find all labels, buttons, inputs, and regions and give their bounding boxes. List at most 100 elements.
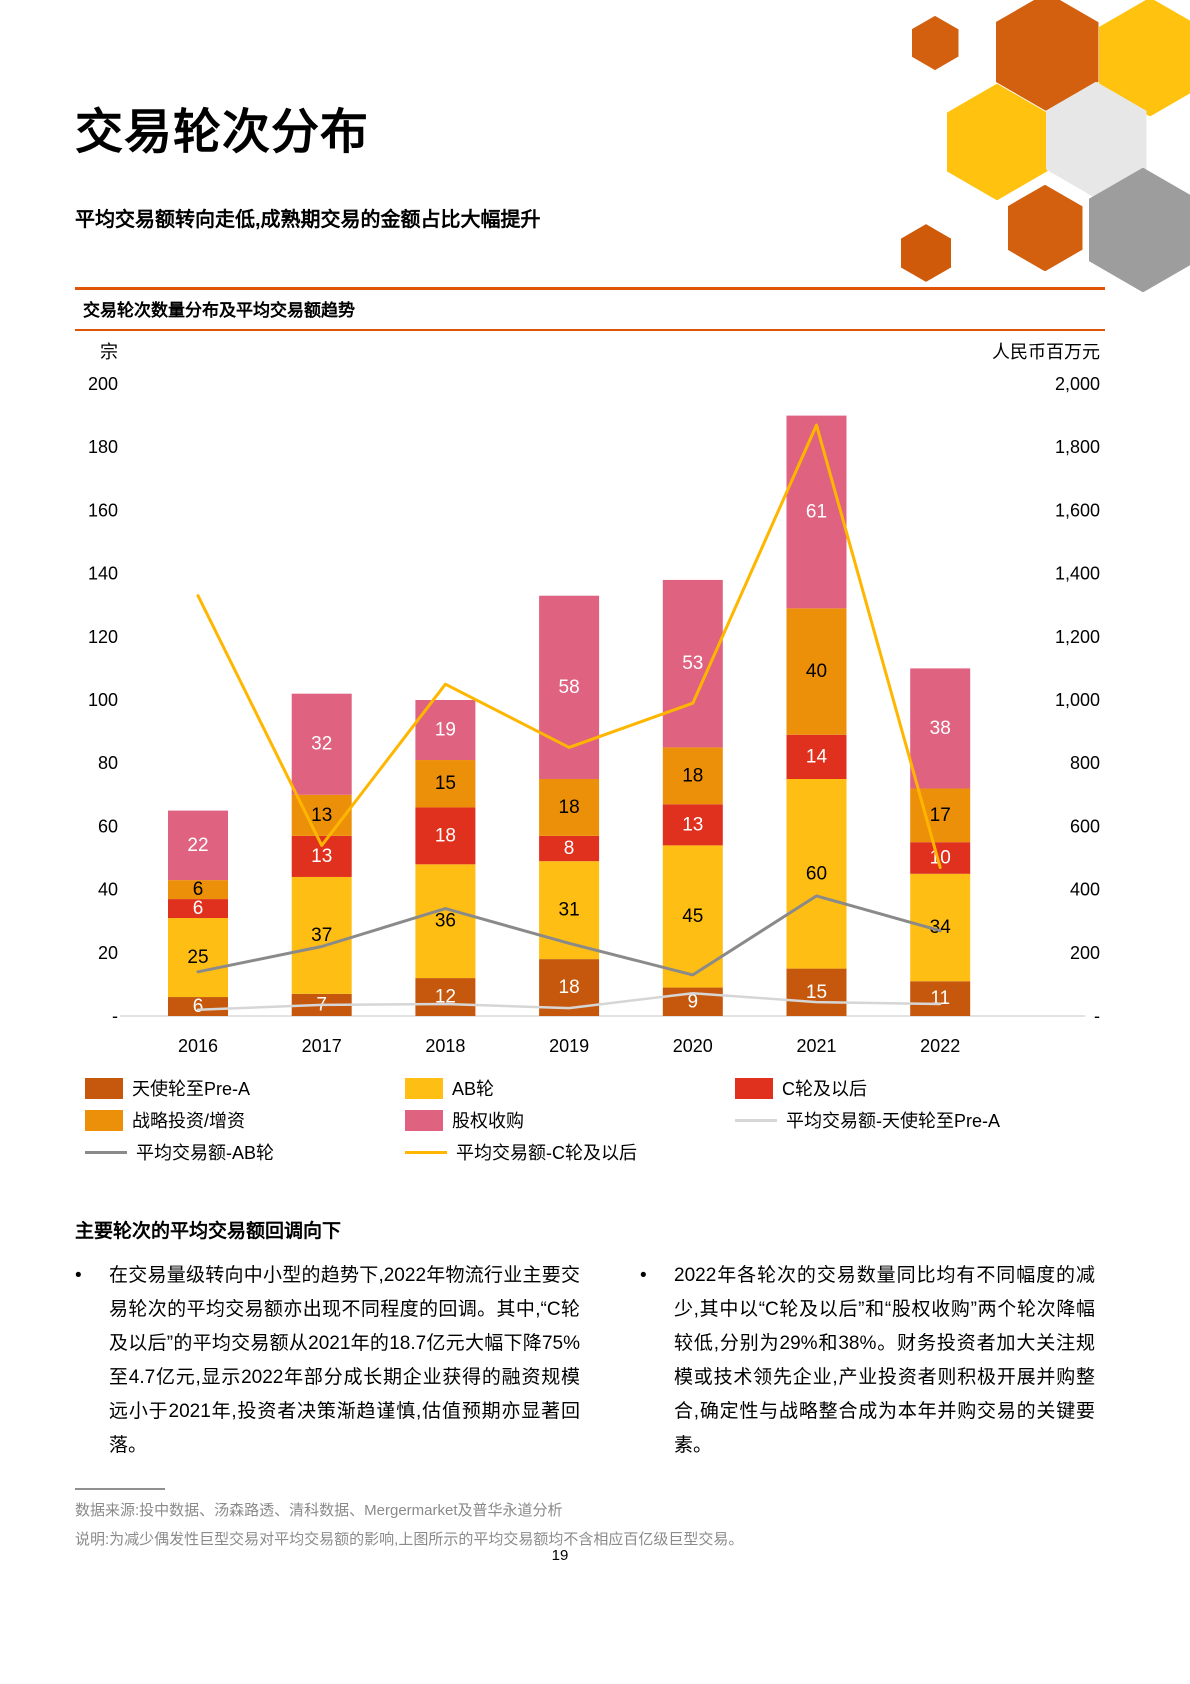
bar-segment — [168, 880, 228, 900]
hexagon-icon — [901, 224, 951, 282]
legend-swatch — [405, 1077, 443, 1099]
bar-value-label: 6 — [193, 898, 204, 919]
y-tick-label-left: 120 — [88, 627, 118, 647]
bar-segment — [910, 668, 971, 789]
bar-value-label: 36 — [435, 911, 456, 932]
bar-segment — [168, 810, 228, 881]
x-axis-label: 2020 — [673, 1036, 713, 1056]
legend-item: 平均交易额-AB轮 — [85, 1136, 405, 1168]
legend-item: 天使轮至Pre-A — [85, 1072, 405, 1104]
hexagon-icon — [946, 83, 1048, 201]
legend-label: 天使轮至Pre-A — [132, 1079, 251, 1099]
y-tick-label-left: 100 — [88, 690, 118, 710]
bar-segment — [786, 779, 847, 969]
legend-swatch — [85, 1109, 123, 1131]
legend-item: 股权收购 — [405, 1104, 735, 1136]
bar-segment — [786, 415, 847, 609]
bar-segment — [168, 997, 228, 1016]
footer-divider — [75, 1488, 165, 1490]
x-axis-label: 2016 — [178, 1036, 218, 1056]
bar-segment — [415, 978, 476, 1016]
chart-legend: 天使轮至Pre-A AB轮 C轮及以后战略投资/增资 股权收购 平均交易额-天使轮至Pr… — [75, 1072, 1115, 1168]
legend-label: 平均交易额-AB轮 — [136, 1143, 275, 1163]
y-tick-label-left: 60 — [98, 816, 118, 836]
legend-label: C轮及以后 — [782, 1079, 867, 1099]
y-tick-label-right: 1,800 — [1055, 437, 1100, 457]
bar-value-label: 22 — [187, 835, 208, 856]
bar-value-label: 9 — [688, 991, 699, 1012]
hexagon-icon — [1007, 184, 1083, 272]
footer-notes: 数据来源:投中数据、汤森路透、清科数据、Mergermarket及普华永道分析 … — [75, 1496, 1115, 1554]
bar-value-label: 11 — [930, 988, 950, 1009]
hexagon-icon — [911, 15, 959, 71]
footer-source: 数据来源:投中数据、汤森路透、清科数据、Mergermarket及普华永道分析 — [75, 1502, 563, 1519]
y-tick-label-right: 1,400 — [1055, 564, 1100, 584]
hexagon-icon — [946, 83, 1048, 201]
y-tick-label-right: 800 — [1070, 753, 1100, 773]
bar-value-label: 15 — [806, 982, 827, 1003]
bar-value-label: 25 — [187, 947, 208, 968]
bar-segment — [662, 804, 723, 846]
avg-line — [196, 991, 942, 1011]
y-tick-label-left: 180 — [88, 437, 118, 457]
bullet-item: • 在交易量级转向中小型的趋势下,2022年物流行业主要交易轮次的平均交易额亦出… — [75, 1259, 580, 1463]
page-number: 19 — [551, 1547, 569, 1564]
legend-line-swatch — [735, 1118, 777, 1122]
hexagon-icon — [901, 224, 951, 282]
legend-swatch — [735, 1077, 773, 1099]
bar-value-label: 38 — [930, 718, 951, 739]
bullet-item: • 2022年各轮次的交易数量同比均有不同幅度的减少,其中以“C轮及以后”和“股… — [640, 1259, 1095, 1463]
y-tick-label-right: 1,600 — [1055, 500, 1100, 520]
bar-value-label: 15 — [435, 773, 456, 794]
legend-item: 战略投资/增资 — [85, 1104, 405, 1136]
legend-label: 平均交易额-天使轮至Pre-A — [786, 1111, 1001, 1131]
bar-value-label: 45 — [682, 906, 703, 927]
bar-segment — [786, 968, 847, 1016]
bar-value-label: 18 — [682, 765, 703, 786]
y-tick-label-left: 140 — [88, 564, 118, 584]
bar-value-label: 6 — [193, 996, 204, 1017]
legend-swatch — [405, 1109, 443, 1131]
legend-swatch — [85, 1077, 123, 1099]
footer-note: 说明:为减少偶发性巨型交易对平均交易额的影响,上图所示的平均交易额均不含相应百亿… — [75, 1531, 744, 1548]
bar-value-label: 13 — [682, 814, 703, 835]
bar-segment — [291, 794, 352, 836]
bar-value-label: 34 — [930, 917, 952, 938]
bar-value-label: 8 — [564, 838, 575, 859]
hexagon-icon — [1007, 184, 1083, 272]
avg-line — [196, 894, 942, 977]
page-title: 交易轮次分布 — [75, 106, 370, 159]
y-tick-label-left: 80 — [98, 753, 118, 773]
bar-value-label: 14 — [806, 746, 828, 767]
bar-value-label: 19 — [435, 720, 456, 741]
y-tick-label-right: - — [1094, 1006, 1100, 1026]
legend-label: 平均交易额-C轮及以后 — [456, 1143, 637, 1163]
y-tick-label-right: 1,000 — [1055, 690, 1100, 710]
bar-value-label: 60 — [806, 863, 827, 884]
legend-label: AB轮 — [452, 1079, 495, 1099]
hexagon-icon — [911, 15, 959, 71]
bar-segment — [910, 981, 971, 1016]
hexagon-icon — [1089, 167, 1190, 293]
bar-segment — [662, 579, 723, 748]
y-tick-label-right: 200 — [1070, 943, 1100, 963]
bar-value-label: 12 — [435, 987, 456, 1008]
bar-value-label: 13 — [311, 846, 332, 867]
y-tick-label-left: 160 — [88, 500, 118, 520]
bar-value-label: 37 — [311, 925, 332, 946]
bar-value-label: 13 — [311, 805, 332, 826]
bar-value-label: 31 — [559, 900, 580, 921]
chart-header-band: 交易轮次数量分布及平均交易额趋势 — [75, 287, 1105, 331]
y-tick-label-right: 2,000 — [1055, 374, 1100, 394]
bar-value-label: 6 — [193, 879, 204, 900]
bar-value-label: 53 — [682, 653, 703, 674]
y-tick-label-right: 600 — [1070, 816, 1100, 836]
legend-item: AB轮 — [405, 1072, 735, 1104]
page-subtitle: 平均交易额转向走低,成熟期交易的金额占比大幅提升 — [75, 209, 541, 231]
legend-item: 平均交易额-天使轮至Pre-A — [735, 1104, 1125, 1136]
bar-value-label: 32 — [311, 734, 332, 755]
bar-value-label: 40 — [806, 661, 827, 682]
x-axis-label: 2017 — [302, 1036, 342, 1056]
body-section: 主要轮次的平均交易额回调向下 • 在交易量级转向中小型的趋势下,2022年物流行… — [75, 1216, 1115, 1463]
